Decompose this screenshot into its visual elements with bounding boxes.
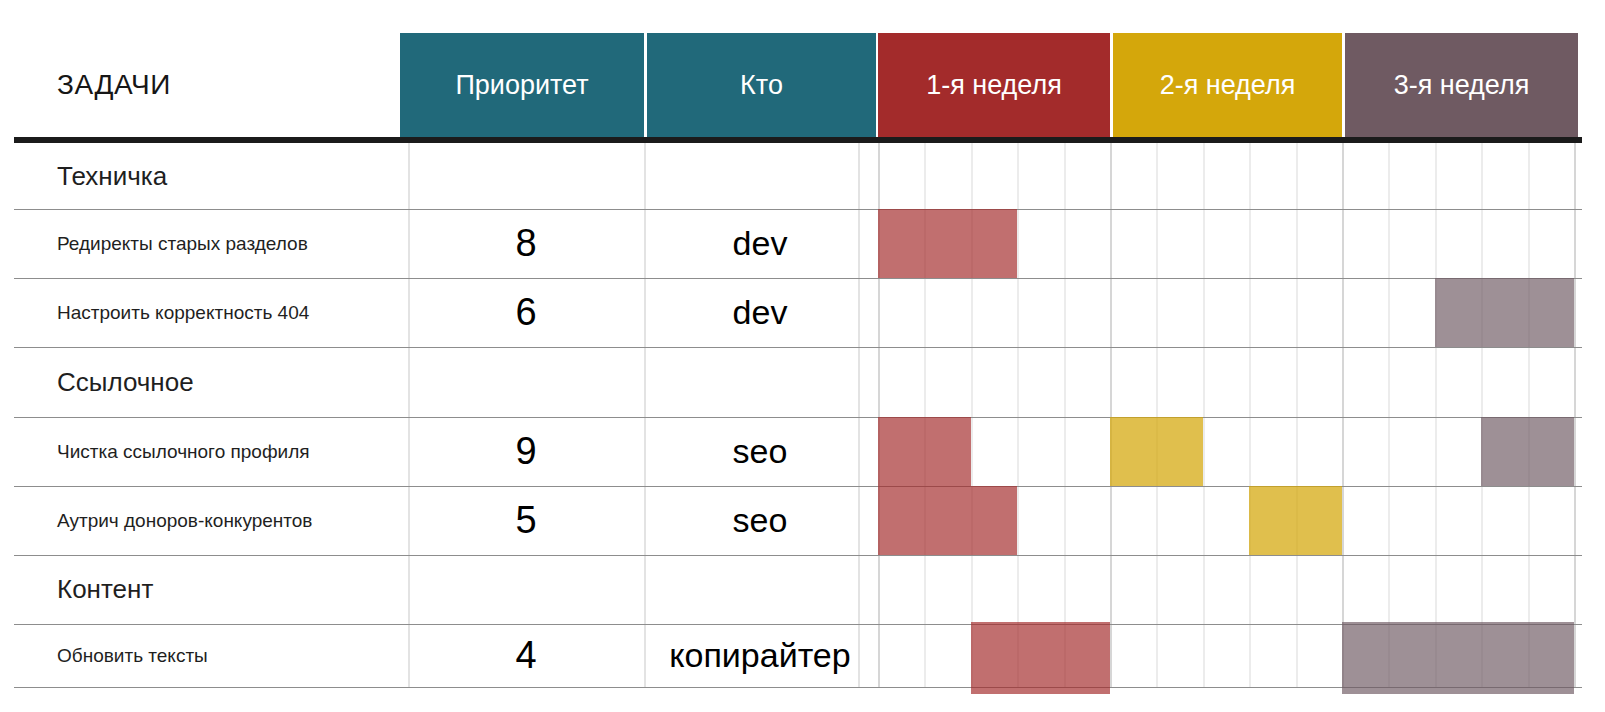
week-3-header: 3-я неделя (1345, 33, 1578, 137)
header-underline (14, 137, 1582, 143)
week-1-header: 1-я неделя (878, 33, 1110, 137)
day-gridline (1249, 143, 1251, 687)
assignee-value: seo (644, 486, 876, 555)
priority-value: 8 (408, 209, 644, 278)
gantt-bar-purple (1342, 622, 1574, 694)
day-gridline (1481, 143, 1483, 687)
week-boundary-gridline (1342, 143, 1344, 687)
task-row-label: Чистка ссылочного профиля (57, 417, 310, 486)
assignee-value: seo (644, 417, 876, 486)
day-gridline (1064, 143, 1066, 687)
day-gridline (1017, 143, 1019, 687)
assignee-value: dev (644, 209, 876, 278)
day-gridline (1203, 143, 1205, 687)
week-boundary-gridline (1110, 143, 1112, 687)
meta-columns-header: Приоритет Кто (400, 33, 876, 137)
tasks-column-header: ЗАДАЧИ (57, 33, 171, 137)
gantt-bar-purple (1481, 417, 1574, 486)
task-row-label: Обновить тексты (57, 624, 208, 687)
task-row-label: Аутрич доноров-конкурентов (57, 486, 312, 555)
day-gridline (1528, 143, 1530, 687)
task-row-label: Настроить корректность 404 (57, 278, 309, 347)
day-gridline (1435, 143, 1437, 687)
gantt-bar-purple (1435, 278, 1574, 347)
gantt-bar-red (878, 486, 1017, 555)
gantt-bar-red (878, 417, 971, 486)
row-separator-line (14, 555, 1582, 556)
priority-column-header: Приоритет (400, 33, 644, 137)
week-boundary-gridline (1574, 143, 1576, 687)
priority-value: 9 (408, 417, 644, 486)
priority-value: 4 (408, 624, 644, 687)
gantt-bar-yellow (1249, 486, 1342, 555)
task-row-label: Редиректы старых разделов (57, 209, 308, 278)
section-row-label: Контент (57, 555, 153, 624)
priority-value: 6 (408, 278, 644, 347)
gantt-bar-yellow (1110, 417, 1203, 486)
day-gridline (1388, 143, 1390, 687)
week-2-header: 2-я неделя (1113, 33, 1342, 137)
row-separator-line (14, 347, 1582, 348)
priority-value: 5 (408, 486, 644, 555)
section-row-label: Ссылочное (57, 347, 194, 417)
section-row-label: Техничка (57, 143, 167, 209)
assignee-value: dev (644, 278, 876, 347)
who-column-header: Кто (647, 33, 876, 137)
day-gridline (1156, 143, 1158, 687)
day-gridline (1296, 143, 1298, 687)
assignee-value: копирайтер (644, 624, 876, 687)
gantt-bar-red (971, 622, 1110, 694)
gantt-chart: ЗАДАЧИ Приоритет Кто 1-я неделя 2-я неде… (0, 0, 1605, 712)
gantt-bar-red (878, 209, 1017, 278)
